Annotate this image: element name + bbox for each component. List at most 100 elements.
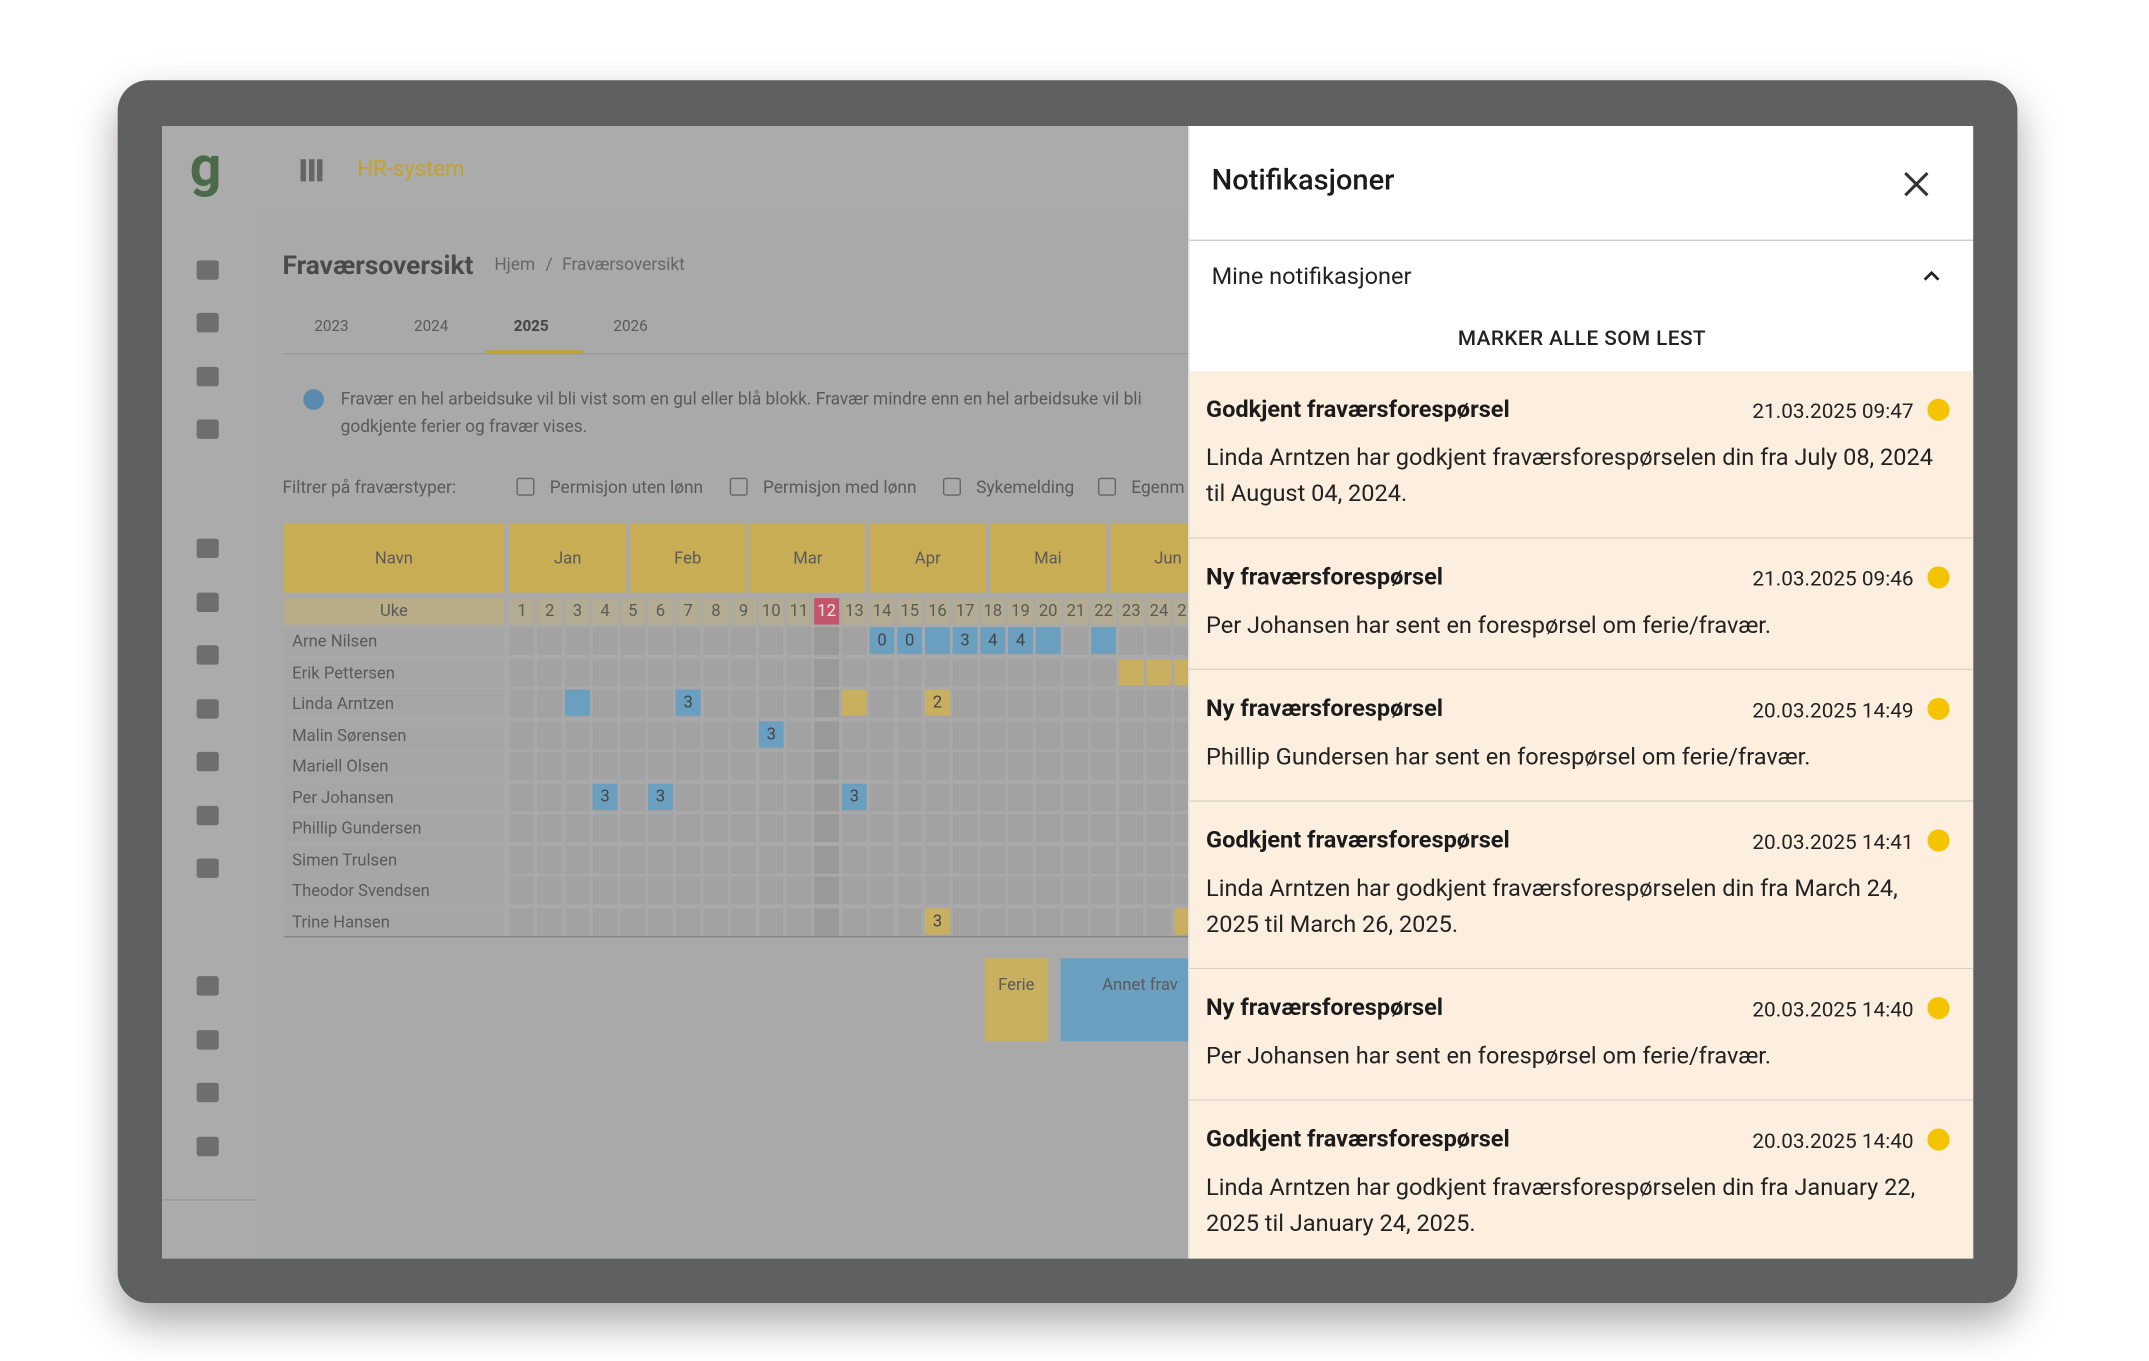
absence-cell: 3 xyxy=(758,720,784,748)
week-cells xyxy=(509,658,1202,687)
absence-cell: 3 xyxy=(648,783,673,810)
breadcrumb[interactable]: Hjem xyxy=(494,254,536,276)
notification-item[interactable]: Ny fraværsforespørsel 21.03.2025 09:46 Per… xyxy=(1189,538,1974,671)
nav-icon[interactable] xyxy=(196,592,219,613)
section-header[interactable]: Mine notifikasjoner xyxy=(1189,241,1973,305)
notification-item[interactable]: Godkjent fraværsforespørsel 20.03.2025 14… xyxy=(1189,801,1974,970)
notification-time: 21.03.2025 09:46 xyxy=(1752,566,1914,592)
week-cells xyxy=(509,907,1202,936)
screen: g HR-system Fraværsoversikt Hjem / Fraværsov… xyxy=(162,126,1974,1259)
week-number: 7 xyxy=(675,598,701,625)
absence-cell: 3 xyxy=(841,783,867,810)
close-button[interactable] xyxy=(1903,170,1931,198)
legend-ferie: Ferie xyxy=(984,958,1049,1042)
week-number: 6 xyxy=(648,598,673,625)
year-tab[interactable]: 2026 xyxy=(613,317,648,336)
nav-icon[interactable] xyxy=(196,260,219,280)
unread-dot xyxy=(1927,829,1950,852)
year-tab[interactable]: 2024 xyxy=(414,317,449,336)
panel-title: Notifikasjoner xyxy=(1211,164,1395,199)
week-number: 20 xyxy=(1035,598,1061,625)
tab-indicator xyxy=(486,350,583,354)
nav-icon[interactable] xyxy=(196,858,219,878)
nav-icon[interactable] xyxy=(196,751,219,772)
year-tab[interactable]: 2025 xyxy=(513,317,549,336)
tab-divider xyxy=(282,353,1197,355)
notification-item[interactable]: Godkjent fraværsforespørsel 21.03.2025 09… xyxy=(1189,371,1974,539)
employee-name: Per Johansen xyxy=(283,783,505,811)
year-tab[interactable]: 2023 xyxy=(314,317,349,336)
info-text: godkjente ferier og fravær vises. xyxy=(340,416,588,438)
checkbox[interactable] xyxy=(1098,477,1117,496)
notification-time: 20.03.2025 14:41 xyxy=(1752,829,1914,855)
notification-item[interactable]: Ny fraværsforespørsel 20.03.2025 14:40 Per… xyxy=(1189,969,1974,1101)
employee-name: Trine Hansen xyxy=(283,907,505,936)
notification-title: Godkjent fraværsforespørsel xyxy=(1206,1125,1510,1154)
unread-dot xyxy=(1927,697,1950,721)
apps-icon[interactable] xyxy=(300,159,323,182)
notification-item[interactable]: Ny fraværsforespørsel 20.03.2025 14:49 Phi… xyxy=(1189,670,1974,802)
checkbox[interactable] xyxy=(729,477,748,496)
checkbox[interactable] xyxy=(942,477,961,496)
nav-icon[interactable] xyxy=(196,538,219,559)
nav-icon[interactable] xyxy=(196,645,219,665)
nav-icon[interactable] xyxy=(196,312,219,333)
notification-item[interactable]: Godkjent fraværsforespørsel 20.03.2025 14… xyxy=(1189,1100,1974,1259)
checkbox[interactable] xyxy=(516,477,535,496)
nav-icon[interactable] xyxy=(196,976,219,996)
nav-icon[interactable] xyxy=(196,419,219,439)
nav-icon[interactable] xyxy=(196,1030,219,1050)
absence-cell: 0 xyxy=(897,627,923,654)
absence-cell xyxy=(924,627,950,654)
current-week-cell xyxy=(814,751,840,780)
name-header: Navn xyxy=(283,523,505,593)
current-week-cell xyxy=(814,627,840,655)
nav-icon[interactable] xyxy=(196,366,219,387)
page-title: Fraværsoversikt xyxy=(282,249,474,282)
month-header: Jan xyxy=(509,523,626,593)
notification-title: Ny fraværsforespørsel xyxy=(1206,695,1444,723)
absence-cell: 3 xyxy=(675,689,701,716)
week-cells xyxy=(509,720,1202,749)
unread-dot xyxy=(1927,566,1950,589)
month-header: Mar xyxy=(749,523,866,593)
week-number: 16 xyxy=(924,598,950,625)
nav-icon[interactable] xyxy=(196,1136,219,1157)
breadcrumb: Fraværsoversikt xyxy=(562,254,685,276)
current-week-cell xyxy=(814,720,840,749)
main: HR-system Fraværsoversikt Hjem / Fraværsover… xyxy=(162,126,1973,1259)
absence-cell xyxy=(1118,658,1144,685)
week-number: 19 xyxy=(1008,598,1033,625)
nav-icon[interactable] xyxy=(196,1082,219,1103)
absence-cell xyxy=(1035,627,1061,654)
week-cells xyxy=(509,751,1202,780)
week-number: 9 xyxy=(731,598,757,625)
current-week-cell xyxy=(814,658,840,687)
nav-icon[interactable] xyxy=(196,699,219,719)
week-number: 12 xyxy=(814,598,840,625)
employee-name: Arne Nilsen xyxy=(283,627,505,655)
mark-all-button[interactable]: MARKER ALLE SOM LEST xyxy=(1457,325,1707,351)
week-header: Uke xyxy=(283,598,505,625)
notification-list: Godkjent fraværsforespørsel 21.03.2025 09… xyxy=(1189,371,1974,1259)
filter-label: Filtrer på fraværstyper: xyxy=(282,477,457,499)
collapse-icon xyxy=(1923,270,1940,281)
notification-time: 20.03.2025 14:49 xyxy=(1752,697,1914,723)
week-number: 23 xyxy=(1118,598,1144,625)
filter-option: Permisjon uten lønn xyxy=(549,477,704,499)
absence-cell xyxy=(1146,658,1172,685)
week-number: 1 xyxy=(509,598,535,625)
nav-icon[interactable] xyxy=(196,805,219,826)
notification-text: Linda Arntzen har godkjent fraværsforesp… xyxy=(1206,444,1933,509)
week-number: 4 xyxy=(592,598,618,625)
week-cells xyxy=(509,814,1202,842)
week-number: 13 xyxy=(841,598,867,625)
current-week-cell xyxy=(814,876,840,905)
notification-title: Godkjent fraværsforespørsel xyxy=(1206,826,1510,855)
absence-cell: 3 xyxy=(592,783,618,810)
notification-text: Per Johansen har sent en forespørsel om … xyxy=(1206,612,1772,640)
week-number: 8 xyxy=(703,598,729,625)
absence-cell: 3 xyxy=(924,907,950,934)
